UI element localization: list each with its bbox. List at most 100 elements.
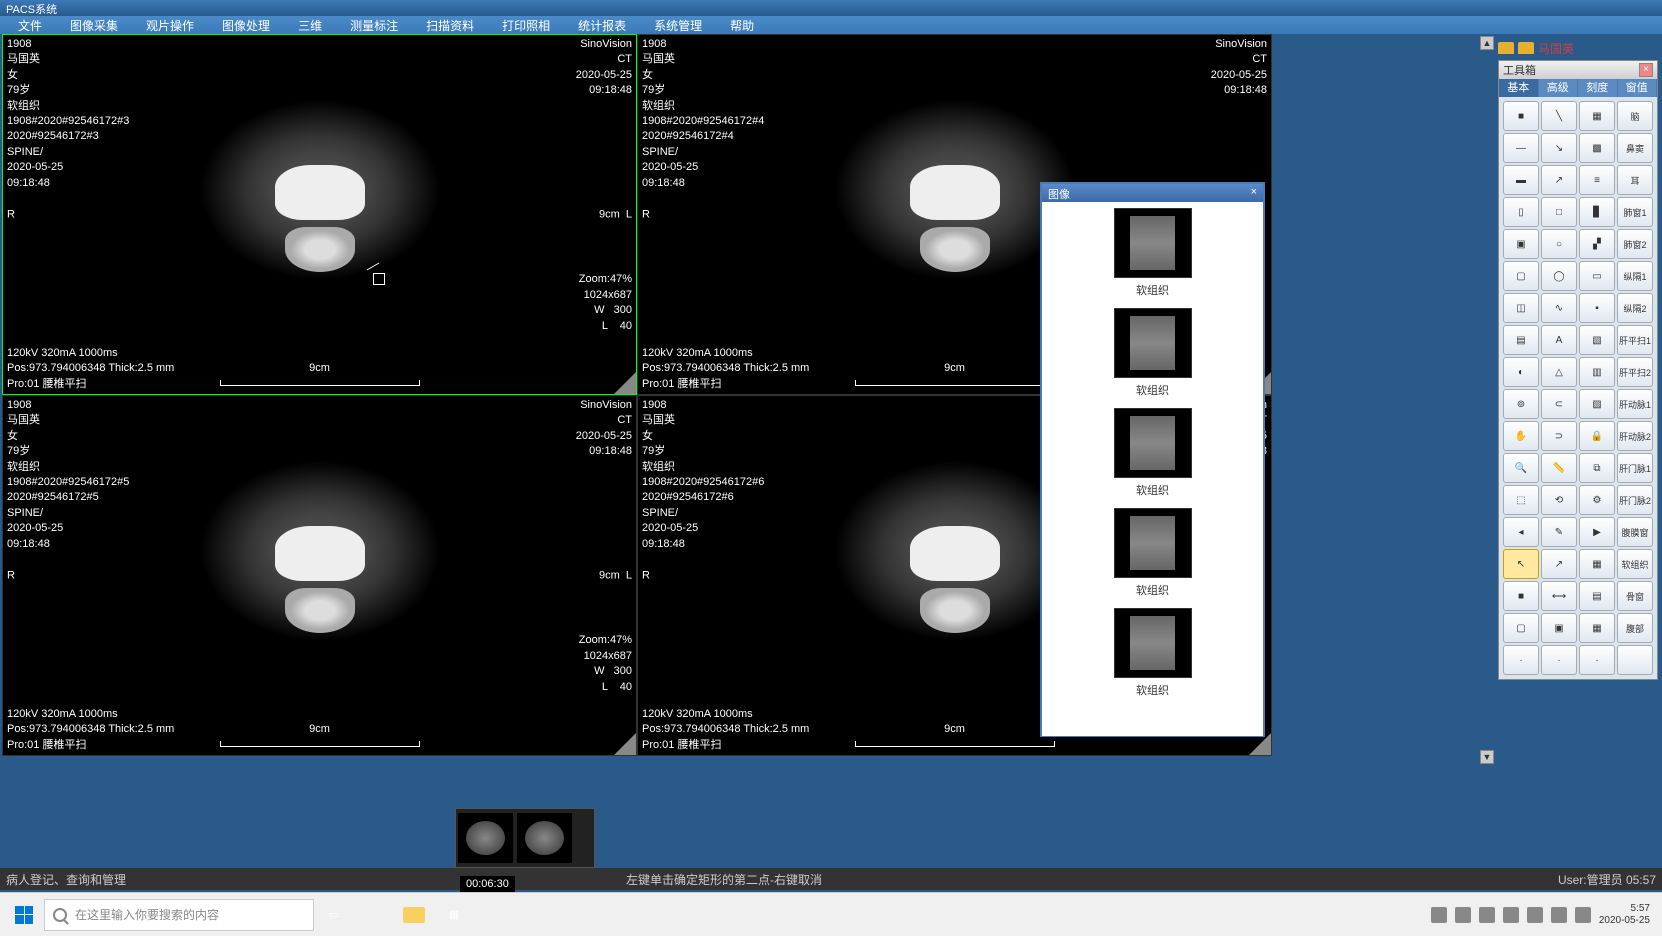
tool-button[interactable]: ■ bbox=[1503, 101, 1539, 131]
tool-button[interactable]: ▥ bbox=[1579, 357, 1615, 387]
tool-button[interactable]: ▭ bbox=[1579, 261, 1615, 291]
scroll-up-button[interactable]: ▲ bbox=[1480, 36, 1494, 50]
tool-button[interactable]: ▦ bbox=[1579, 101, 1615, 131]
tab-advanced[interactable]: 高级 bbox=[1539, 79, 1579, 97]
menu-report[interactable]: 统计报表 bbox=[564, 17, 640, 34]
tool-button[interactable]: ↗ bbox=[1541, 549, 1577, 579]
tool-button[interactable]: ⊚ bbox=[1503, 389, 1539, 419]
tool-button[interactable]: ▊ bbox=[1579, 197, 1615, 227]
resize-handle[interactable] bbox=[614, 372, 636, 394]
tool-button[interactable]: ▦ bbox=[1579, 549, 1615, 579]
tray-icon[interactable] bbox=[1479, 907, 1495, 923]
window-preset-button[interactable]: 肝动脉1 bbox=[1617, 389, 1653, 419]
window-preset-button[interactable]: 肝平扫2 bbox=[1617, 357, 1653, 387]
patient-folder[interactable]: 马国英 bbox=[1498, 38, 1658, 58]
network-icon[interactable] bbox=[1551, 907, 1567, 923]
window-preset-button[interactable]: 腹膜窗 bbox=[1617, 517, 1653, 547]
tool-button[interactable]: ▤ bbox=[1503, 325, 1539, 355]
preview-thumb[interactable] bbox=[517, 813, 572, 863]
tool-button[interactable]: ▧ bbox=[1579, 325, 1615, 355]
image-browser-titlebar[interactable]: 图像 × bbox=[1042, 184, 1263, 202]
tool-button[interactable]: ⟲ bbox=[1541, 485, 1577, 515]
tool-button[interactable]: ≡ bbox=[1579, 165, 1615, 195]
tool-button[interactable]: ⧉ bbox=[1579, 453, 1615, 483]
tool-button[interactable]: ∿ bbox=[1541, 293, 1577, 323]
window-preset-button[interactable] bbox=[1617, 645, 1653, 675]
tray-icon[interactable] bbox=[1431, 907, 1447, 923]
tool-button[interactable]: ⊂ bbox=[1541, 389, 1577, 419]
start-button[interactable] bbox=[4, 897, 44, 933]
series-thumbnail[interactable]: 软组织 bbox=[1048, 208, 1257, 298]
toolbox-titlebar[interactable]: 工具箱 × bbox=[1499, 61, 1657, 79]
taskbar-clock[interactable]: 5:57 2020-05-25 bbox=[1599, 903, 1650, 927]
tool-button[interactable]: ╲ bbox=[1541, 101, 1577, 131]
tray-icon[interactable] bbox=[1527, 907, 1543, 923]
tool-button[interactable]: ◫ bbox=[1503, 293, 1539, 323]
tool-button[interactable]: ◯ bbox=[1541, 261, 1577, 291]
close-icon[interactable]: × bbox=[1639, 63, 1653, 77]
tool-button[interactable]: ◂ bbox=[1503, 517, 1539, 547]
window-preset-button[interactable]: 纵隔2 bbox=[1617, 293, 1653, 323]
window-preset-button[interactable]: 脑 bbox=[1617, 101, 1653, 131]
tool-button[interactable]: ▣ bbox=[1503, 229, 1539, 259]
window-preset-button[interactable]: 软组织 bbox=[1617, 549, 1653, 579]
menu-system[interactable]: 系统管理 bbox=[640, 17, 716, 34]
tool-button[interactable]: ▢ bbox=[1503, 613, 1539, 643]
image-browser-body[interactable]: 软组织软组织软组织软组织软组织 bbox=[1042, 202, 1263, 736]
tool-button[interactable]: ⊃ bbox=[1541, 421, 1577, 451]
window-preset-button[interactable]: 肺窗1 bbox=[1617, 197, 1653, 227]
tool-button[interactable]: ⚙ bbox=[1579, 485, 1615, 515]
tool-button[interactable]: ⟷ bbox=[1541, 581, 1577, 611]
tool-button[interactable]: ▞ bbox=[1579, 229, 1615, 259]
edge-icon[interactable] bbox=[356, 897, 392, 933]
tab-basic[interactable]: 基本 bbox=[1499, 79, 1539, 97]
tool-button[interactable]: ↘ bbox=[1541, 133, 1577, 163]
tool-button[interactable]: ↗ bbox=[1541, 165, 1577, 195]
menu-view[interactable]: 观片操作 bbox=[132, 17, 208, 34]
menu-scan[interactable]: 扫描资料 bbox=[412, 17, 488, 34]
tray-icon[interactable] bbox=[1503, 907, 1519, 923]
tool-button[interactable]: 🔍 bbox=[1503, 453, 1539, 483]
menu-print[interactable]: 打印照相 bbox=[488, 17, 564, 34]
tool-button[interactable]: ⬚ bbox=[1503, 485, 1539, 515]
menu-file[interactable]: 文件 bbox=[4, 17, 56, 34]
tool-button[interactable]: ▩ bbox=[1579, 133, 1615, 163]
viewer-panel-0[interactable]: 1908 马国英 女 79岁 软组织 1908#2020#92546172#3 … bbox=[2, 34, 637, 395]
window-preset-button[interactable]: 耳 bbox=[1617, 165, 1653, 195]
series-thumbnail[interactable]: 软组织 bbox=[1048, 408, 1257, 498]
tool-button[interactable]: ▬ bbox=[1503, 165, 1539, 195]
tool-button[interactable]: ▶ bbox=[1579, 517, 1615, 547]
tool-button[interactable]: ▯ bbox=[1503, 197, 1539, 227]
menu-help[interactable]: 帮助 bbox=[716, 17, 768, 34]
tool-button[interactable]: A bbox=[1541, 325, 1577, 355]
window-preset-button[interactable]: 肝门脉1 bbox=[1617, 453, 1653, 483]
tool-button[interactable]: · bbox=[1541, 645, 1577, 675]
window-preset-button[interactable]: 腹部 bbox=[1617, 613, 1653, 643]
viewer-panel-2[interactable]: 1908 马国英 女 79岁 软组织 1908#2020#92546172#5 … bbox=[2, 395, 637, 756]
tool-button[interactable]: · bbox=[1579, 645, 1615, 675]
window-preset-button[interactable]: 肝平扫1 bbox=[1617, 325, 1653, 355]
tool-button[interactable]: · bbox=[1503, 645, 1539, 675]
tool-button[interactable]: ▤ bbox=[1579, 581, 1615, 611]
window-preset-button[interactable]: 肝门脉2 bbox=[1617, 485, 1653, 515]
tool-button[interactable]: ▣ bbox=[1541, 613, 1577, 643]
tool-button[interactable]: ◐ bbox=[1503, 357, 1539, 387]
tool-button[interactable]: ▪ bbox=[1579, 293, 1615, 323]
window-preset-button[interactable]: 纵隔1 bbox=[1617, 261, 1653, 291]
series-thumbnail[interactable]: 软组织 bbox=[1048, 508, 1257, 598]
menu-3d[interactable]: 三维 bbox=[284, 17, 336, 34]
tab-window[interactable]: 窗值 bbox=[1618, 79, 1658, 97]
window-preset-button[interactable]: 鼻窦 bbox=[1617, 133, 1653, 163]
tool-button[interactable]: ✋ bbox=[1503, 421, 1539, 451]
tool-button[interactable]: ▦ bbox=[1579, 613, 1615, 643]
series-thumbnail[interactable]: 软组织 bbox=[1048, 308, 1257, 398]
window-preset-button[interactable]: 肺窗2 bbox=[1617, 229, 1653, 259]
tool-button[interactable]: 🔒 bbox=[1579, 421, 1615, 451]
tool-button[interactable]: ■ bbox=[1503, 581, 1539, 611]
menu-measure[interactable]: 测量标注 bbox=[336, 17, 412, 34]
taskbar-search[interactable]: 在这里输入你要搜索的内容 bbox=[44, 899, 314, 931]
tool-button[interactable]: ○ bbox=[1541, 229, 1577, 259]
series-thumbnail[interactable]: 软组织 bbox=[1048, 608, 1257, 698]
menu-acquire[interactable]: 图像采集 bbox=[56, 17, 132, 34]
menu-process[interactable]: 图像处理 bbox=[208, 17, 284, 34]
